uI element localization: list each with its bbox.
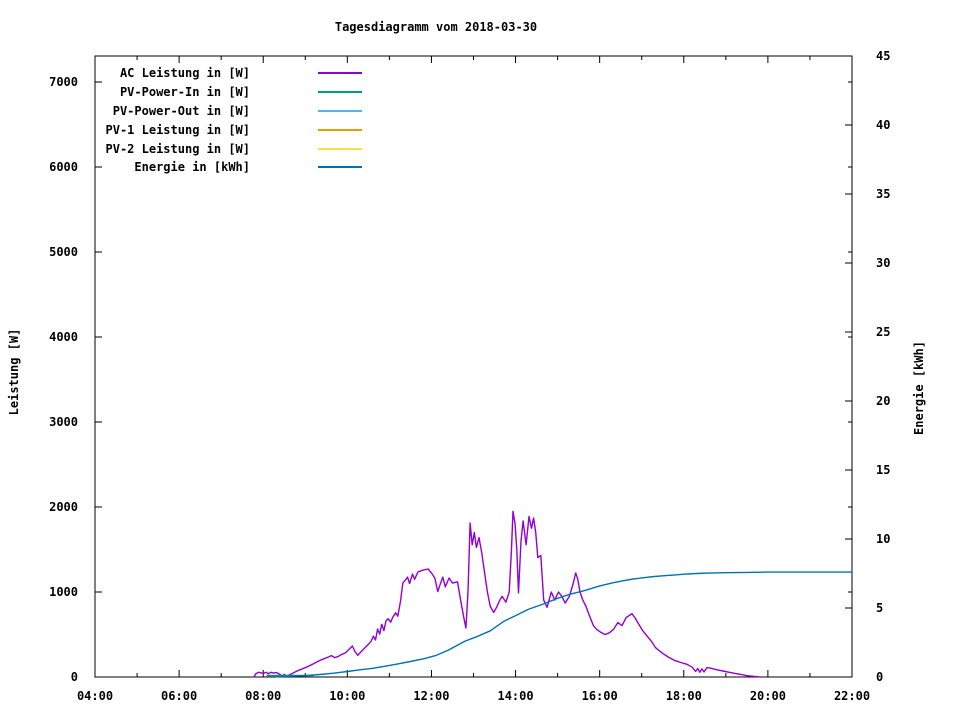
y-left-tick-label: 6000 [49,160,78,174]
y-right-tick-label: 35 [876,187,890,201]
legend-item: PV-Power-In in [W] [0,83,362,102]
y-right-tick-label: 45 [876,49,890,63]
y-left-tick-label: 5000 [49,245,78,259]
x-tick-label: 08:00 [245,689,281,703]
y-left-tick-label: 0 [71,670,78,684]
legend-line-sample [318,72,362,75]
chart-title: Tagesdiagramm vom 2018-03-30 [334,20,538,34]
y-right-tick-label: 30 [876,256,890,270]
legend-label: PV-1 Leistung in [W] [105,122,251,137]
legend-item: PV-1 Leistung in [W] [0,120,362,139]
y-left-tick-label: 7000 [49,75,78,89]
y-right-tick-label: 20 [876,394,890,408]
x-tick-label: 10:00 [329,689,365,703]
series-line-5 [275,571,852,678]
legend-item: AC Leistung in [W] [0,64,362,83]
x-tick-label: 16:00 [582,689,618,703]
x-tick-label: 04:00 [77,689,113,703]
y-right-tick-label: 40 [876,118,890,132]
legend-label: Energie in [kWh] [134,160,250,175]
y-left-tick-label: 2000 [49,500,78,514]
legend-line-sample [318,166,362,169]
y-left-tick-label: 3000 [49,415,78,429]
y-right-tick-label: 5 [876,601,883,615]
legend-item: PV-Power-Out in [W] [0,102,362,121]
y-right-tick-label: 25 [876,325,890,339]
legend-label: PV-Power-Out in [W] [112,103,250,118]
x-tick-label: 06:00 [161,689,197,703]
x-tick-label: 12:00 [413,689,449,703]
legend: AC Leistung in [W] PV-Power-In in [W] PV… [0,64,362,177]
x-tick-label: 18:00 [666,689,702,703]
legend-label: AC Leistung in [W] [119,66,250,81]
legend-item: PV-2 Leistung in [W] [0,139,362,158]
legend-line-sample [318,128,362,131]
y-left-tick-label: 4000 [49,330,78,344]
y-right-tick-label: 0 [876,670,883,684]
x-tick-label: 14:00 [497,689,533,703]
legend-label: PV-2 Leistung in [W] [105,141,251,156]
x-tick-label: 20:00 [750,689,786,703]
legend-item: Energie in [kWh] [0,158,362,177]
legend-line-sample [318,91,362,94]
y-right-tick-label: 15 [876,463,890,477]
y-right-tick-label: 10 [876,532,890,546]
y-left-tick-label: 1000 [49,585,78,599]
legend-line-sample [318,147,362,150]
legend-line-sample [318,109,362,112]
series-line-0 [253,510,760,678]
legend-label: PV-Power-In in [W] [119,85,250,100]
x-tick-label: 22:00 [834,689,870,703]
